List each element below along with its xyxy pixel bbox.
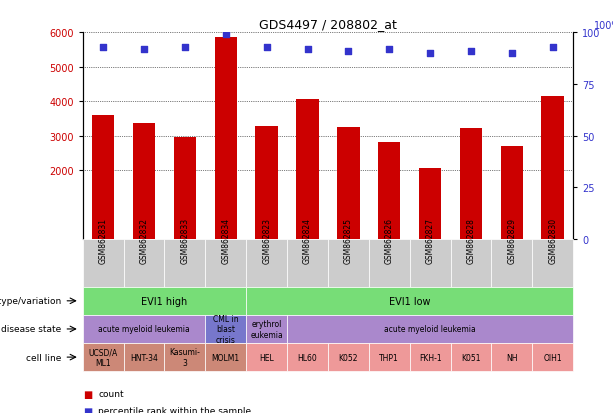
Text: GSM862828: GSM862828	[466, 218, 476, 263]
Bar	[296, 100, 319, 240]
Text: EVI1 high: EVI1 high	[142, 296, 188, 306]
Text: acute myeloid leukemia: acute myeloid leukemia	[98, 325, 190, 334]
Point	[98, 44, 108, 51]
Text: erythrol
eukemia: erythrol eukemia	[250, 320, 283, 339]
Text: GSM862827: GSM862827	[425, 217, 435, 263]
Bar	[501, 147, 523, 240]
Text: K052: K052	[338, 353, 358, 362]
Bar	[460, 128, 482, 240]
Text: OIH1: OIH1	[543, 353, 562, 362]
Text: K051: K051	[461, 353, 481, 362]
Text: CML in
blast
crisis: CML in blast crisis	[213, 314, 238, 344]
Text: GSM862833: GSM862833	[180, 217, 189, 263]
Text: GSM862829: GSM862829	[508, 217, 516, 263]
Point	[139, 46, 149, 53]
Text: THP1: THP1	[379, 353, 399, 362]
Point	[425, 50, 435, 57]
Text: MOLM1: MOLM1	[211, 353, 240, 362]
Text: disease state: disease state	[1, 325, 61, 334]
Bar	[133, 123, 155, 240]
Text: count: count	[98, 389, 124, 399]
Bar	[92, 116, 115, 240]
Text: acute myeloid leukemia: acute myeloid leukemia	[384, 325, 476, 334]
Text: FKH-1: FKH-1	[419, 353, 441, 362]
Point	[466, 48, 476, 55]
Text: NH: NH	[506, 353, 517, 362]
Bar	[378, 142, 400, 240]
Text: UCSD/A
ML1: UCSD/A ML1	[88, 348, 118, 367]
Text: genotype/variation: genotype/variation	[0, 297, 61, 306]
Text: GSM862834: GSM862834	[221, 217, 230, 263]
Text: EVI1 low: EVI1 low	[389, 296, 430, 306]
Text: Kasumi-
3: Kasumi- 3	[169, 348, 200, 367]
Point	[548, 44, 558, 51]
Text: GSM862831: GSM862831	[99, 217, 108, 263]
Point	[221, 32, 230, 38]
Text: GSM862825: GSM862825	[344, 217, 353, 263]
Point	[262, 44, 272, 51]
Point	[384, 46, 394, 53]
Bar	[215, 38, 237, 240]
Bar	[256, 127, 278, 240]
Text: ■: ■	[83, 406, 92, 413]
Text: ■: ■	[83, 389, 92, 399]
Text: GSM862823: GSM862823	[262, 217, 271, 263]
Y-axis label: 100%: 100%	[594, 21, 613, 31]
Text: GSM862826: GSM862826	[385, 217, 394, 263]
Title: GDS4497 / 208802_at: GDS4497 / 208802_at	[259, 17, 397, 31]
Text: percentile rank within the sample: percentile rank within the sample	[98, 406, 251, 413]
Bar	[541, 96, 564, 240]
Point	[303, 46, 313, 53]
Text: GSM862824: GSM862824	[303, 217, 312, 263]
Text: HL60: HL60	[298, 353, 318, 362]
Point	[180, 44, 190, 51]
Point	[507, 50, 517, 57]
Text: GSM862832: GSM862832	[140, 217, 148, 263]
Point	[343, 48, 353, 55]
Bar	[173, 138, 196, 240]
Bar	[419, 169, 441, 240]
Text: GSM862830: GSM862830	[548, 217, 557, 263]
Text: cell line: cell line	[26, 353, 61, 362]
Text: HNT-34: HNT-34	[130, 353, 158, 362]
Text: HEL: HEL	[259, 353, 274, 362]
Bar	[337, 127, 360, 240]
